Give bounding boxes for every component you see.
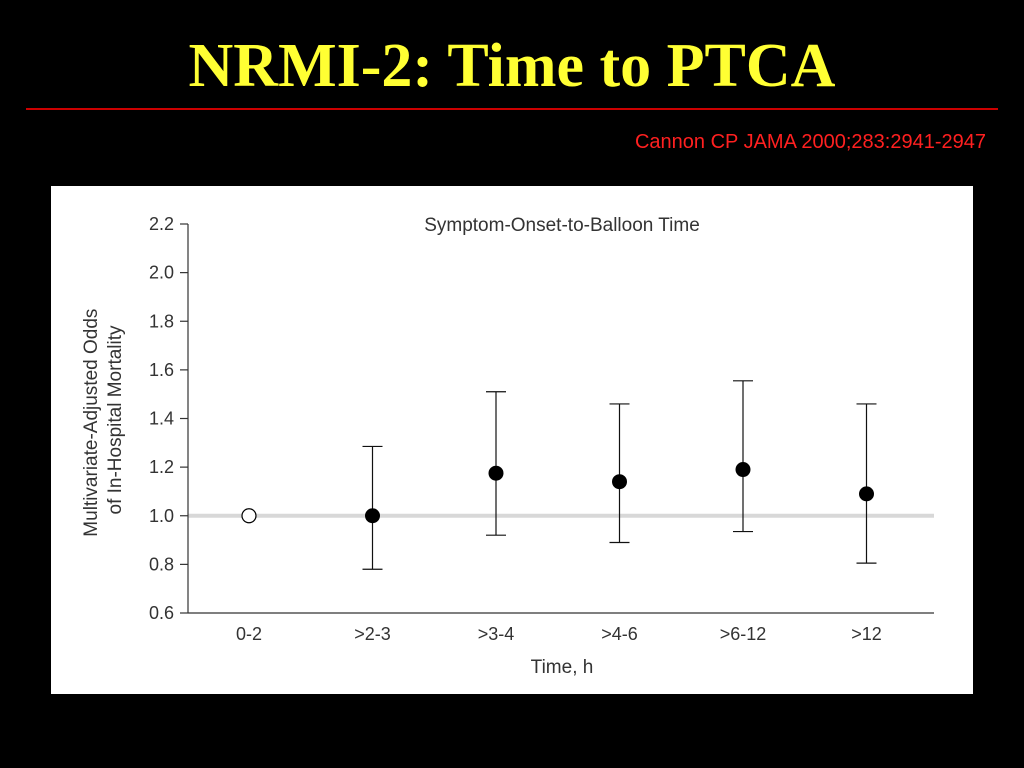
x-tick-label: >2-3 [354,624,391,644]
y-tick-label: 2.2 [149,214,174,234]
x-tick-label: >12 [851,624,882,644]
y-axis-label-line-1: Multivariate-Adjusted Odds [81,309,102,537]
chart-svg: Symptom-Onset-to-Balloon Time 0.6 0.8 1.0 1… [81,214,934,678]
data-point [735,462,751,478]
y-tick-label: 1.6 [149,360,174,380]
chart-title: Symptom-Onset-to-Balloon Time [424,215,700,236]
data-point [365,508,380,524]
data-point [859,486,874,502]
data-point [612,474,627,490]
chart-panel: Symptom-Onset-to-Balloon Time 0.6 0.8 1.0 1… [51,186,973,694]
x-tick-label: 0-2 [236,624,262,644]
y-tick-label: 2.0 [149,263,174,283]
data-point-reference [241,508,257,524]
data-point [488,465,504,481]
x-axis-label: Time, h [531,657,594,678]
y-tick-label: 1.8 [149,311,174,331]
citation: Cannon CP JAMA 2000;283:2941-2947 [634,131,986,153]
y-axis-label-line-2: of In-Hospital Mortality [105,325,126,515]
x-tick-label: >4-6 [601,624,638,644]
title-divider [26,108,998,110]
x-tick-label: >3-4 [478,624,515,644]
y-tick-label: 1.4 [149,409,174,429]
y-axis-label: Multivariate-Adjusted Odds of In-Hospita… [81,303,126,536]
y-tick-label: 1.2 [149,457,174,477]
y-tick-label: 0.6 [149,603,174,623]
y-tick-label: 0.8 [149,554,174,574]
slide-title: NRMI-2: Time to PTCA [188,32,836,100]
y-tick-label: 1.0 [149,506,174,526]
x-tick-label: >6-12 [720,624,767,644]
